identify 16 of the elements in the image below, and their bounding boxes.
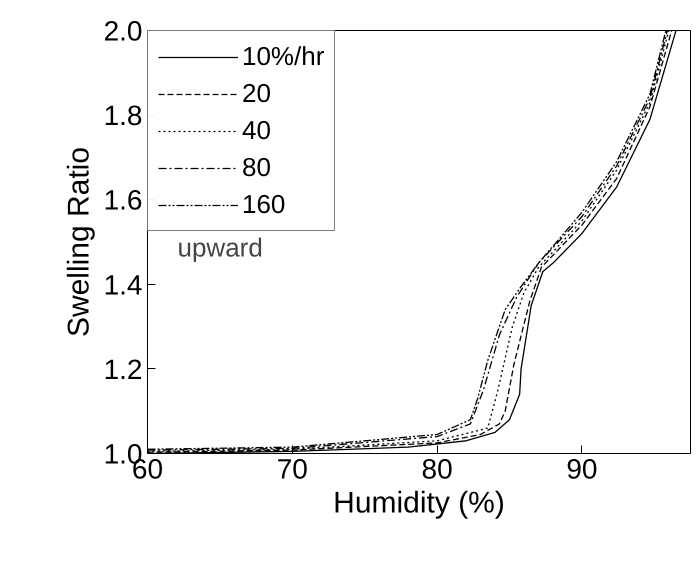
y-tick-label: 2.0 xyxy=(104,16,143,46)
legend-label: 160 xyxy=(242,189,286,220)
y-tick-label: 1.6 xyxy=(104,184,143,216)
y-tick-label: 1.4 xyxy=(104,269,143,300)
y-tick-label: 1.8 xyxy=(104,100,143,132)
y-axis-title: Swelling Ratio xyxy=(62,146,96,338)
x-tick-label: 70 xyxy=(276,454,308,484)
legend-label: 10%/hr xyxy=(242,41,324,72)
x-axis-title: Humidity (%) xyxy=(333,486,505,520)
legend-label: 40 xyxy=(242,115,271,146)
annotation: upward xyxy=(178,232,263,262)
x-tick-label: 80 xyxy=(422,454,453,484)
legend-label: 80 xyxy=(242,152,271,183)
y-tick-label: 1.2 xyxy=(104,354,143,385)
legend-label: 20 xyxy=(242,78,271,109)
x-tick-label: 90 xyxy=(566,454,598,484)
